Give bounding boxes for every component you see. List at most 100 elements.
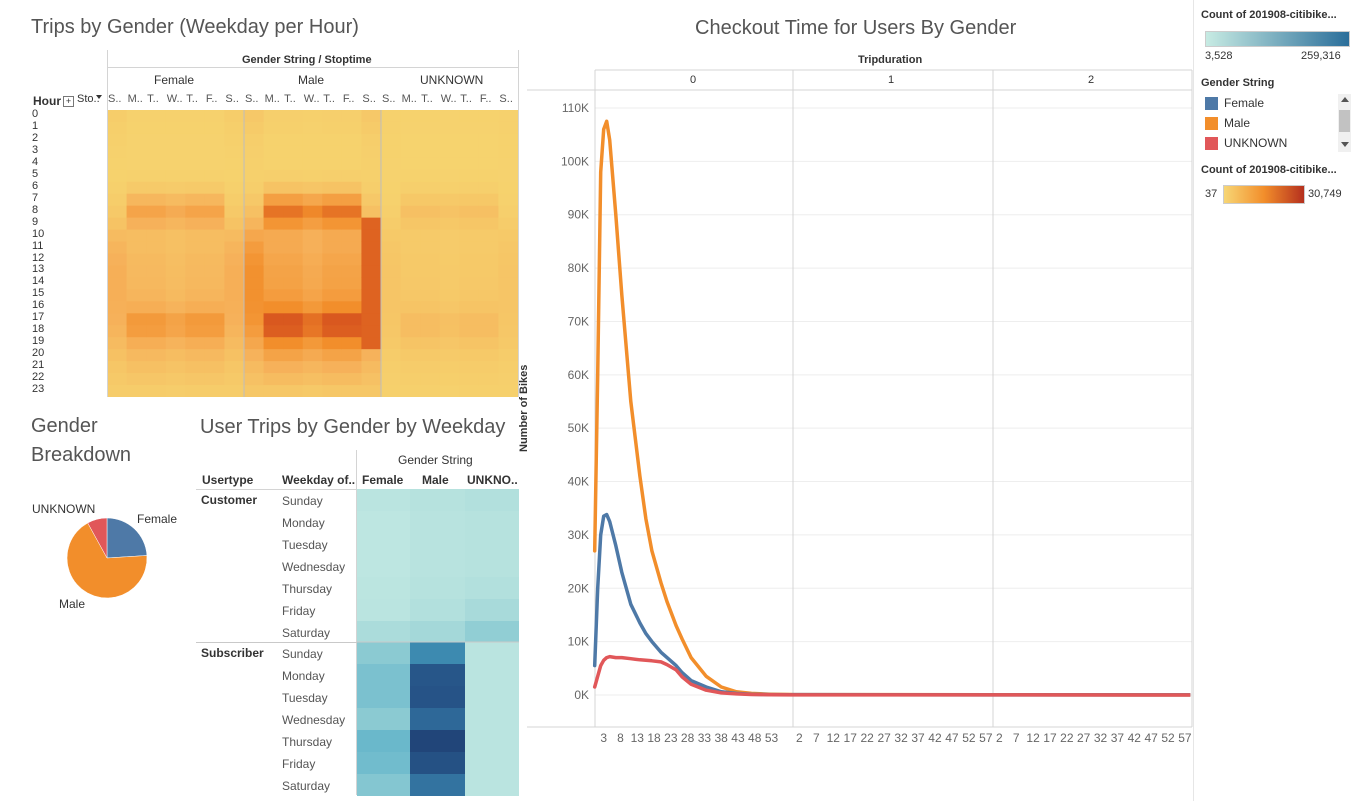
hour-label: 22 — [32, 371, 45, 384]
sort-icon[interactable] — [96, 95, 102, 99]
heatmap-cell — [322, 265, 343, 278]
heatmap-cell — [478, 229, 499, 243]
heatmap-cell — [283, 217, 304, 231]
heatmap-cell — [244, 205, 265, 219]
divider — [1193, 0, 1194, 801]
stoptime-column-header[interactable]: Sto.. — [77, 93, 100, 105]
heatmap-cell — [478, 181, 499, 195]
heatmap-cell — [478, 193, 499, 207]
legend-swatch-male — [1205, 116, 1218, 130]
hour-label: 20 — [32, 347, 45, 360]
x-tick-label: 57 — [1178, 731, 1192, 745]
heatmap-cell — [263, 265, 284, 278]
y-tick-label: 110K — [562, 101, 589, 115]
legend-item-unknown[interactable]: UNKNOWN — [1205, 136, 1287, 150]
legend-scrollbar[interactable] — [1338, 94, 1351, 152]
pie-title-line2: Breakdown — [31, 444, 132, 466]
heatmap-cell — [263, 241, 284, 254]
heatmap-cell — [126, 217, 147, 231]
heatmap-cell — [420, 289, 441, 302]
heatmap-cell — [126, 265, 147, 278]
heatmap-cell — [146, 133, 167, 147]
heatmap-cell — [107, 217, 128, 231]
heatmap-cell — [400, 385, 421, 397]
y-tick-label: 80K — [568, 261, 589, 275]
heatmap-cell — [420, 169, 441, 183]
heatmap-cell — [185, 169, 206, 183]
scroll-thumb[interactable] — [1339, 110, 1350, 132]
heatmap-cell — [478, 217, 499, 231]
heatmap-cell — [361, 181, 382, 195]
heatmap-cell — [420, 301, 441, 314]
heatmap-cell — [126, 121, 147, 135]
heatmap-cell — [361, 265, 382, 278]
weekday-cell — [465, 555, 519, 577]
heatmap-cell — [263, 110, 284, 123]
heatmap-cell — [185, 385, 206, 397]
y-tick-label: 40K — [568, 475, 589, 489]
legend-item-female[interactable]: Female — [1205, 96, 1264, 110]
weekday-column-header: Weekday of.. — [282, 473, 356, 487]
pie-slice-unknown[interactable] — [87, 517, 108, 559]
heatmap-cell — [224, 277, 245, 290]
heatmap-cell — [146, 229, 167, 243]
heatmap-cell — [283, 241, 304, 254]
heatmap-cell — [126, 193, 147, 207]
x-tick-label: 43 — [731, 731, 745, 745]
heatmap-cell — [420, 110, 441, 123]
expand-icon[interactable]: + — [63, 96, 74, 107]
weekday-cell — [357, 774, 410, 796]
heatmap-cell — [204, 217, 225, 231]
heatmap-cell — [381, 385, 402, 397]
heatmap-cell — [224, 337, 245, 350]
heatmap-cell — [322, 361, 343, 374]
heatmap-cell — [420, 373, 441, 386]
heatmap-cell — [185, 193, 206, 207]
heatmap-cell — [224, 253, 245, 266]
series-line-female[interactable] — [592, 512, 772, 697]
legend-item-male[interactable]: Male — [1205, 116, 1250, 130]
series-line-male[interactable] — [592, 119, 772, 696]
pie-slice-female[interactable] — [106, 517, 148, 559]
heatmap-cell — [459, 229, 480, 243]
heatmap-cell — [381, 181, 402, 195]
x-tick-label: 22 — [861, 731, 875, 745]
heatmap-cell — [185, 241, 206, 254]
weekday-cell — [410, 621, 465, 643]
scroll-down-icon[interactable] — [1341, 142, 1349, 147]
heatmap-cell — [381, 121, 402, 135]
heatmap-cell — [420, 361, 441, 374]
heatmap-cell — [107, 265, 128, 278]
heatmap-cell — [459, 277, 480, 290]
heatmap-cell — [263, 229, 284, 243]
heatmap-cell — [361, 277, 382, 290]
heatmap-cell — [204, 265, 225, 278]
heatmap-cell — [400, 193, 421, 207]
legend-swatch-unknown — [1205, 136, 1218, 150]
heatmap-cell — [263, 313, 284, 326]
heatmap-cell — [381, 277, 402, 290]
heatmap-cell — [263, 385, 284, 397]
heatmap-cell — [439, 277, 460, 290]
heatmap-cell — [478, 373, 499, 386]
heatmap-cell — [283, 169, 304, 183]
gender-pie-chart[interactable] — [66, 517, 148, 599]
heatmap-cell — [361, 217, 382, 231]
weekday-row-label: Wednesday — [282, 713, 346, 727]
heatmap-day-label: M.. — [264, 93, 280, 105]
y-tick-label: 20K — [568, 581, 589, 595]
heatmap-cell — [302, 121, 323, 135]
weekday-cell — [357, 642, 410, 664]
heatmap-cell — [126, 253, 147, 266]
heatmap-cell — [341, 133, 362, 147]
weekday-cell — [465, 533, 519, 555]
heatmap-cell — [478, 169, 499, 183]
scroll-up-icon[interactable] — [1341, 97, 1349, 102]
heatmap-cell — [420, 253, 441, 266]
heatmap-cell — [263, 133, 284, 147]
series-line-unknown[interactable] — [592, 654, 772, 697]
pie-slice-male[interactable] — [66, 522, 148, 599]
weekday-cell — [465, 708, 519, 730]
heatmap-cell — [439, 133, 460, 147]
